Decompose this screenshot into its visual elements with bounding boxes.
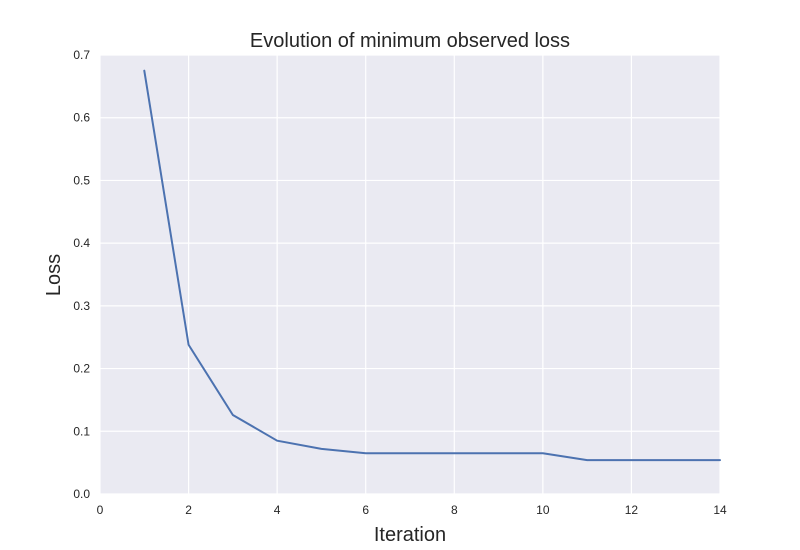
y-tick-label: 0.0 bbox=[73, 487, 90, 501]
y-axis-tick-labels: 0.0 0.1 0.2 0.3 0.4 0.5 0.6 0.7 bbox=[73, 48, 90, 501]
chart-title: Evolution of minimum observed loss bbox=[250, 30, 570, 52]
x-axis-tick-labels: 0 2 4 6 8 10 12 14 bbox=[97, 503, 727, 517]
x-tick-label: 6 bbox=[362, 503, 369, 517]
x-tick-label: 2 bbox=[185, 503, 192, 517]
x-tick-label: 4 bbox=[274, 503, 281, 517]
x-tick-label: 12 bbox=[625, 503, 639, 517]
y-tick-label: 0.4 bbox=[73, 236, 90, 250]
y-tick-label: 0.6 bbox=[73, 111, 90, 125]
series-layer bbox=[143, 69, 721, 462]
y-tick-label: 0.2 bbox=[73, 362, 90, 376]
series-line-0 bbox=[143, 69, 721, 462]
x-tick-label: 14 bbox=[713, 503, 727, 517]
y-tick-label: 0.7 bbox=[73, 48, 90, 62]
x-axis-label: Iteration bbox=[374, 524, 446, 546]
y-tick-label: 0.3 bbox=[73, 299, 90, 313]
y-tick-label: 0.5 bbox=[73, 173, 90, 187]
plot-area bbox=[100, 55, 720, 494]
x-tick-label: 0 bbox=[97, 503, 104, 517]
y-tick-label: 0.1 bbox=[73, 424, 90, 438]
x-tick-label: 8 bbox=[451, 503, 458, 517]
y-axis-label: Loss bbox=[43, 254, 65, 296]
x-tick-label: 10 bbox=[536, 503, 550, 517]
